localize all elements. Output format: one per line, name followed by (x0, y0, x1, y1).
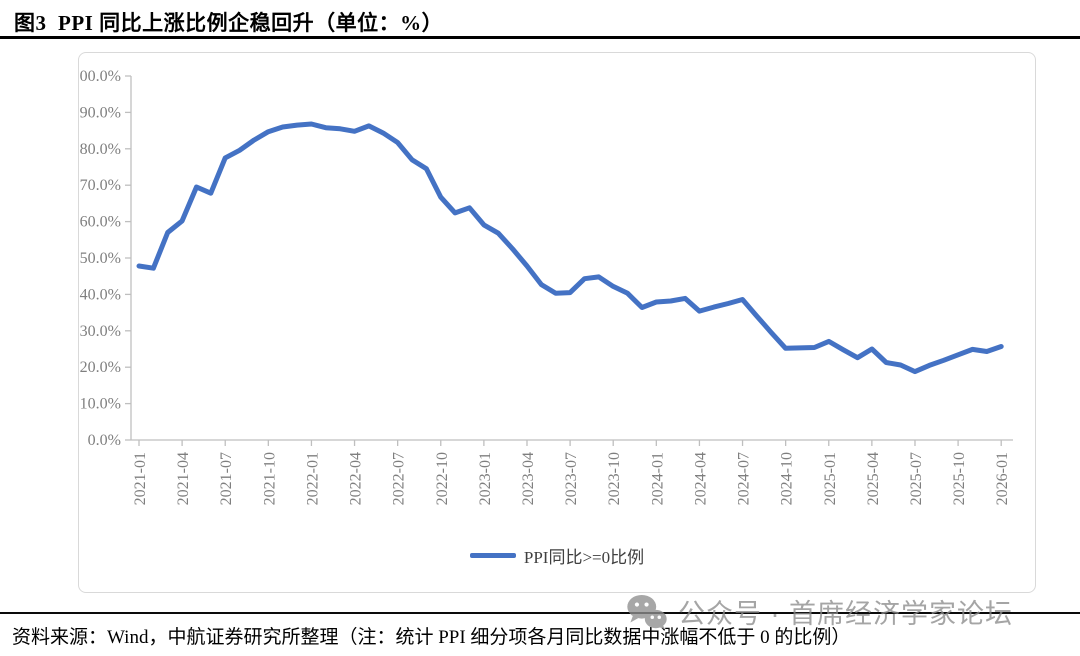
series-line-PPI同比>=0比例 (136, 121, 1004, 375)
x-tick-label: 2021-10 (261, 452, 278, 505)
x-tick-label: 2022-04 (348, 452, 365, 505)
x-tick-label: 2021-04 (175, 452, 192, 505)
y-tick-label: 90.0% (80, 104, 121, 121)
x-tick-label: 2023-01 (477, 452, 494, 505)
source-note: 资料来源：Wind，中航证券研究所整理（注：统计 PPI 细分项各月同比数据中涨… (12, 627, 851, 648)
y-tick-label: 30.0% (80, 323, 121, 340)
y-tick-label: 60.0% (80, 214, 121, 231)
x-tick-label: 2025-04 (865, 452, 882, 505)
x-tick-label: 2023-07 (563, 452, 580, 505)
legend-label: PPI同比>=0比例 (523, 548, 645, 567)
x-tick-label: 2021-07 (218, 452, 235, 505)
wechat-icon (627, 594, 667, 629)
x-tick-label: 2024-10 (779, 452, 796, 505)
y-tick-label: 70.0% (80, 177, 121, 194)
x-tick-label: 2022-10 (434, 452, 451, 505)
y-tick-label: 20.0% (80, 359, 121, 376)
x-tick-label: 2026-01 (994, 452, 1011, 505)
x-tick-label: 2023-04 (520, 452, 537, 505)
y-tick-label: 0.0% (88, 432, 121, 449)
line-chart: 0.0% 10.0% 20.0% 30.0% 40.0% 50.0% 60.0% 70.0% 8… (79, 68, 1013, 505)
x-tick-label: 2025-01 (822, 452, 839, 505)
x-tick-label: 2024-01 (649, 452, 666, 505)
x-tick-label: 2025-07 (908, 452, 925, 505)
y-tick-label: 50.0% (80, 250, 121, 267)
x-tick-label: 2021-01 (132, 452, 149, 505)
x-tick-label: 2022-07 (391, 452, 408, 505)
y-tick-label: 100.0% (79, 68, 121, 85)
chart-legend: PPI同比>=0比例 (79, 543, 1035, 568)
title-divider (0, 36, 1080, 39)
y-tick-label: 80.0% (80, 141, 121, 158)
chart-frame: 0.0% 10.0% 20.0% 30.0% 40.0% 50.0% 60.0% 70.0% 8… (78, 52, 1036, 593)
watermark-text: 公众号 · 首席经济学家论坛 (678, 599, 1013, 629)
footer-divider (0, 612, 1080, 614)
y-tick-label: 10.0% (80, 396, 121, 413)
x-tick-label: 2024-04 (692, 452, 709, 505)
x-tick-label: 2024-07 (736, 452, 753, 505)
x-tick-label: 2023-10 (606, 452, 623, 505)
legend-line-swatch (469, 553, 516, 558)
x-tick-label: 2025-10 (951, 452, 968, 505)
watermark: 公众号 · 首席经济学家论坛 (626, 592, 1013, 631)
y-tick-label: 40.0% (80, 286, 121, 303)
x-tick-label: 2022-01 (304, 452, 321, 505)
figure-title: 图3 PPI 同比上涨比例企稳回升（单位：%） (14, 11, 444, 35)
